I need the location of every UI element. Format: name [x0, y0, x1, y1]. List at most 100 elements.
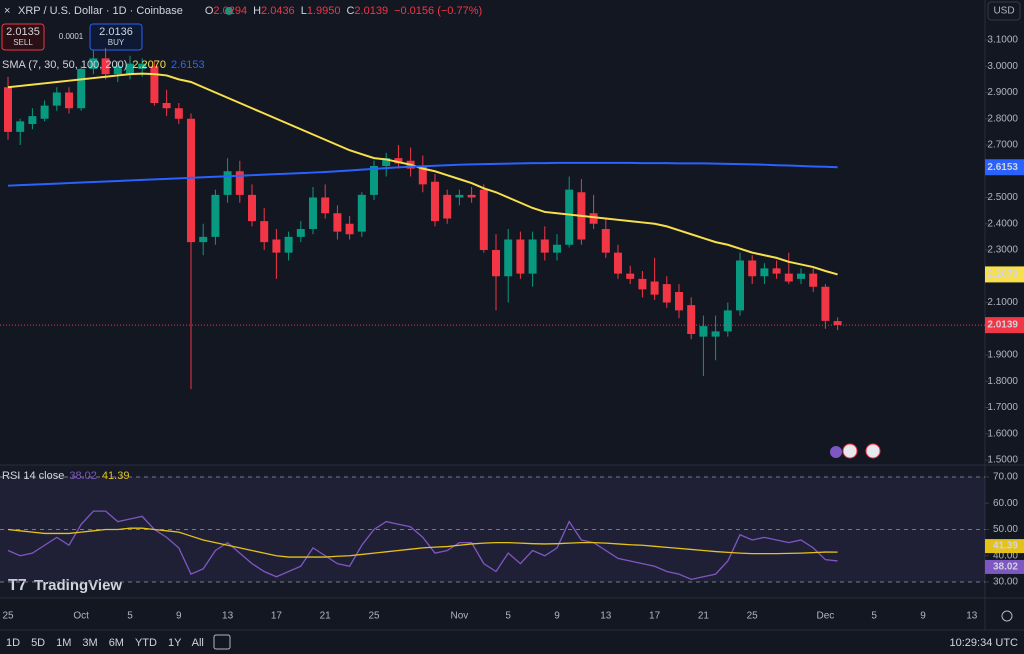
candle-body	[187, 118, 195, 243]
range-button[interactable]: 1Y	[168, 637, 182, 649]
x-tick-label: 25	[747, 611, 759, 622]
event-icon[interactable]	[830, 446, 842, 458]
candle-body	[101, 58, 110, 75]
buy-button[interactable]	[89, 23, 143, 51]
x-tick-label: Oct	[73, 611, 89, 622]
change: −0.0156 (−0.77%)	[394, 5, 482, 17]
x-tick-label: 21	[320, 611, 332, 622]
candle-body	[382, 158, 391, 166]
candle-body	[211, 194, 220, 237]
candle-body	[357, 194, 366, 232]
y-tick-label: 1.8000	[987, 376, 1018, 387]
ohlc-value: 2.0436	[261, 5, 295, 17]
candle-body	[65, 92, 73, 109]
y-tick-label: 1.6000	[987, 428, 1018, 439]
event-flag[interactable]	[842, 443, 858, 459]
x-tick-label: Dec	[817, 611, 835, 622]
range-button[interactable]: YTD	[135, 637, 157, 649]
x-tick-label: 17	[271, 611, 283, 622]
x-tick-label: 13	[966, 611, 978, 622]
sell-price: 2.0135	[6, 26, 40, 38]
market-status	[225, 7, 233, 15]
event-flag[interactable]	[865, 443, 881, 459]
candle-body	[601, 229, 610, 253]
candle-body	[40, 105, 49, 119]
candle-body	[699, 326, 708, 337]
y-tick-label: 3.0000	[987, 61, 1018, 72]
candle-body	[723, 310, 732, 332]
sell-button[interactable]	[1, 23, 45, 51]
y-tick-label: 2.8000	[987, 113, 1018, 124]
range-button[interactable]: 3M	[82, 637, 97, 649]
candle-body	[321, 197, 330, 214]
logo: TradingView	[34, 577, 122, 594]
candle-body	[833, 321, 842, 326]
range-button[interactable]: 5D	[31, 637, 45, 649]
header-line: XRP / U.S. Dollar · 1D · Coinbase O2.0294…	[18, 5, 482, 17]
rsi-band	[0, 477, 985, 582]
candle-body	[516, 239, 525, 274]
y-tick-label: 50.00	[993, 524, 1018, 535]
y-tick-label: 3.1000	[987, 35, 1018, 46]
sma-tag	[985, 159, 1024, 176]
ohlc-value: 2.0294	[213, 5, 247, 17]
range-button[interactable]: 6M	[109, 637, 124, 649]
y-tick-label: 2.7000	[987, 140, 1018, 151]
candle-body	[345, 223, 354, 235]
sell-label: SELL	[13, 38, 33, 47]
y-tick-label: 60.00	[993, 498, 1018, 509]
range-button[interactable]: All	[192, 637, 204, 649]
candle-body	[675, 292, 683, 311]
x-tick-label: 25	[2, 611, 14, 622]
candle-body	[138, 63, 147, 69]
y-tick-label: 2.3000	[987, 245, 1018, 256]
ohlc-key: C	[346, 5, 354, 17]
candle-body	[89, 58, 98, 69]
candle-body	[16, 121, 25, 132]
candle-body	[687, 305, 696, 334]
candle-body	[370, 166, 378, 195]
range-button[interactable]: 1M	[56, 637, 71, 649]
rsi-value: 38.02	[69, 470, 97, 482]
x-tick-label: Nov	[451, 611, 469, 622]
candle-body	[199, 236, 208, 243]
rsi-tag	[985, 559, 1024, 574]
price-tag	[985, 317, 1024, 334]
candle-body	[52, 92, 61, 106]
y-tick-label: 70.00	[993, 472, 1018, 483]
candle-body	[528, 239, 537, 274]
candle-body	[614, 252, 622, 274]
rsi-tag-label: 38.02	[993, 562, 1018, 573]
candle-body	[174, 108, 183, 119]
x-tick-label: 9	[176, 611, 182, 622]
candle-body	[162, 103, 171, 109]
currency-button[interactable]	[987, 1, 1021, 21]
calendar-icon[interactable]	[213, 634, 231, 650]
candle-body	[638, 278, 647, 290]
candle-body	[150, 66, 159, 103]
sma-tag-label: 2.6153	[987, 162, 1018, 173]
candle-body	[296, 229, 305, 237]
y-tick-label: 1.5000	[987, 455, 1018, 466]
ohlc-key: L	[301, 5, 307, 17]
x-tick-label: 13	[600, 611, 612, 622]
candle-body	[797, 273, 805, 279]
range-button[interactable]: 1D	[6, 637, 20, 649]
candle-body	[565, 189, 574, 245]
candle-body	[272, 239, 281, 253]
candle-body	[626, 273, 635, 279]
y-tick-label: 40.00	[993, 550, 1018, 561]
close-icon[interactable]: ×	[4, 5, 10, 17]
spread: 0.0001	[59, 32, 84, 41]
ohlc-key: H	[253, 5, 261, 17]
candle-body	[77, 68, 86, 109]
rsi-tag	[985, 539, 1024, 554]
buy-label: BUY	[108, 38, 125, 47]
x-tick-label: 21	[698, 611, 710, 622]
symbol-title: XRP / U.S. Dollar · 1D · Coinbase	[18, 5, 183, 17]
candle-body	[235, 171, 244, 195]
settings-icon[interactable]	[1001, 610, 1013, 622]
